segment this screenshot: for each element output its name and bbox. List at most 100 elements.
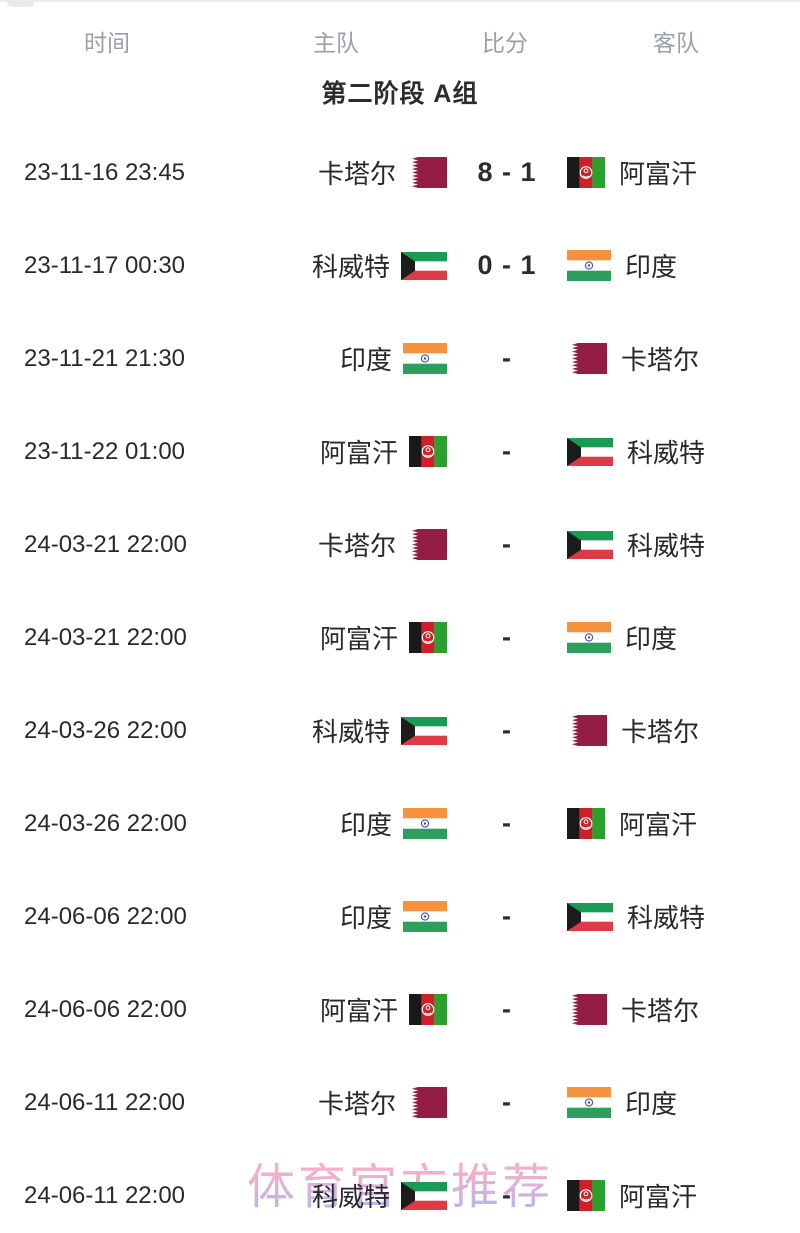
- match-score: 8 - 1: [477, 157, 537, 187]
- away-team: 阿富汗: [567, 154, 800, 191]
- afghanistan-flag-icon: [409, 994, 447, 1025]
- match-time: 24-06-11 22:00: [24, 1181, 186, 1209]
- away-team: 科威特: [567, 898, 800, 935]
- home-team: 阿富汗: [254, 619, 447, 656]
- qatar-flag-icon: [567, 994, 607, 1025]
- match-score: -: [502, 529, 512, 559]
- qatar-flag-icon: [407, 529, 447, 560]
- home-team: 科威特: [254, 247, 447, 284]
- match-score: -: [502, 901, 512, 931]
- match-score: -: [502, 436, 512, 466]
- table-row[interactable]: 24-03-26 22:00 科威特 - 卡塔尔: [0, 684, 800, 777]
- away-team: 科威特: [567, 433, 800, 470]
- away-team-name: 科威特: [627, 903, 706, 933]
- away-team: 阿富汗: [567, 1177, 800, 1214]
- india-flag-icon: [403, 901, 447, 932]
- header-time: 时间: [84, 30, 130, 56]
- header-score: 比分: [482, 30, 528, 56]
- match-time: 24-03-21 22:00: [24, 623, 187, 651]
- away-team: 阿富汗: [567, 805, 800, 842]
- home-team-name: 印度: [339, 903, 392, 933]
- match-list: 23-11-16 23:45 卡塔尔 8 - 1 阿富汗 23-11-17 00…: [0, 126, 800, 1233]
- home-team-name: 卡塔尔: [317, 1089, 396, 1119]
- home-team-name: 阿富汗: [319, 996, 398, 1026]
- away-team: 印度: [567, 247, 800, 284]
- match-score: 0 - 1: [477, 250, 537, 280]
- match-score: -: [502, 622, 512, 652]
- table-row[interactable]: 24-03-21 22:00 卡塔尔 - 科威特: [0, 498, 800, 591]
- kuwait-flag-icon: [567, 902, 613, 931]
- home-team-name: 科威特: [311, 252, 390, 282]
- qatar-flag-icon: [567, 715, 607, 746]
- home-team: 印度: [254, 805, 447, 842]
- kuwait-flag-icon: [567, 530, 613, 559]
- home-team-name: 科威特: [311, 1182, 390, 1212]
- india-flag-icon: [567, 1087, 611, 1118]
- afghanistan-flag-icon: [567, 1180, 605, 1211]
- table-row[interactable]: 23-11-17 00:30 科威特 0 - 1 印度: [0, 219, 800, 312]
- header-home-team: 主队: [313, 30, 359, 56]
- match-time: 23-11-17 00:30: [24, 251, 186, 279]
- away-team: 卡塔尔: [567, 340, 800, 377]
- match-time: 23-11-16 23:45: [24, 158, 186, 186]
- table-row[interactable]: 23-11-21 21:30 印度 - 卡塔尔: [0, 312, 800, 405]
- table-row[interactable]: 24-06-06 22:00 印度 - 科威特: [0, 870, 800, 963]
- home-team-name: 阿富汗: [319, 438, 398, 468]
- kuwait-flag-icon: [567, 437, 613, 466]
- home-team: 阿富汗: [254, 991, 447, 1028]
- india-flag-icon: [403, 808, 447, 839]
- away-team-name: 印度: [625, 1089, 678, 1119]
- section-title: 第二阶段 A组: [321, 80, 479, 108]
- match-score: -: [502, 994, 512, 1024]
- away-team: 卡塔尔: [567, 991, 800, 1028]
- home-team: 卡塔尔: [254, 526, 447, 563]
- table-row[interactable]: 24-06-11 22:00 卡塔尔 - 印度: [0, 1056, 800, 1149]
- home-team-name: 科威特: [311, 717, 390, 747]
- match-time: 24-03-21 22:00: [24, 530, 187, 558]
- away-team: 科威特: [567, 526, 800, 563]
- away-team-name: 卡塔尔: [621, 345, 700, 375]
- home-team-name: 阿富汗: [319, 624, 398, 654]
- header-away-team: 客队: [653, 30, 699, 56]
- top-corner-decoration: [7, 0, 34, 7]
- table-row[interactable]: 23-11-16 23:45 卡塔尔 8 - 1 阿富汗: [0, 126, 800, 219]
- away-team: 印度: [567, 619, 800, 656]
- home-team-name: 印度: [339, 810, 392, 840]
- afghanistan-flag-icon: [567, 808, 605, 839]
- afghanistan-flag-icon: [567, 157, 605, 188]
- top-divider: [0, 0, 800, 2]
- match-score: -: [502, 715, 512, 745]
- match-score: -: [502, 343, 512, 373]
- kuwait-flag-icon: [401, 1181, 447, 1210]
- home-team-name: 卡塔尔: [317, 159, 396, 189]
- home-team: 印度: [254, 340, 447, 377]
- afghanistan-flag-icon: [409, 436, 447, 467]
- match-time: 24-03-26 22:00: [24, 716, 187, 744]
- away-team: 卡塔尔: [567, 712, 800, 749]
- away-team-name: 卡塔尔: [621, 996, 700, 1026]
- away-team-name: 科威特: [627, 438, 706, 468]
- home-team: 阿富汗: [254, 433, 447, 470]
- match-time: 24-06-06 22:00: [24, 902, 187, 930]
- match-time: 24-03-26 22:00: [24, 809, 187, 837]
- away-team-name: 科威特: [627, 531, 706, 561]
- table-row[interactable]: 24-06-11 22:00 科威特 - 阿富汗: [0, 1149, 800, 1233]
- away-team-name: 印度: [625, 624, 678, 654]
- home-team: 科威特: [254, 1177, 447, 1214]
- table-row[interactable]: 24-06-06 22:00 阿富汗 - 卡塔尔: [0, 963, 800, 1056]
- watermark-text: 体育官方推荐: [246, 1161, 554, 1214]
- home-team-name: 印度: [339, 345, 392, 375]
- table-row[interactable]: 24-03-26 22:00 印度 - 阿富汗: [0, 777, 800, 870]
- match-time: 24-06-06 22:00: [24, 995, 187, 1023]
- match-time: 24-06-11 22:00: [24, 1088, 186, 1116]
- match-score: -: [502, 1087, 512, 1117]
- away-team-name: 阿富汗: [619, 810, 698, 840]
- away-team: 印度: [567, 1084, 800, 1121]
- match-score: -: [502, 808, 512, 838]
- home-team: 卡塔尔: [254, 154, 447, 191]
- table-row[interactable]: 24-03-21 22:00 阿富汗 - 印度: [0, 591, 800, 684]
- india-flag-icon: [567, 250, 611, 281]
- table-row[interactable]: 23-11-22 01:00 阿富汗 - 科威特: [0, 405, 800, 498]
- match-score: -: [502, 1180, 512, 1210]
